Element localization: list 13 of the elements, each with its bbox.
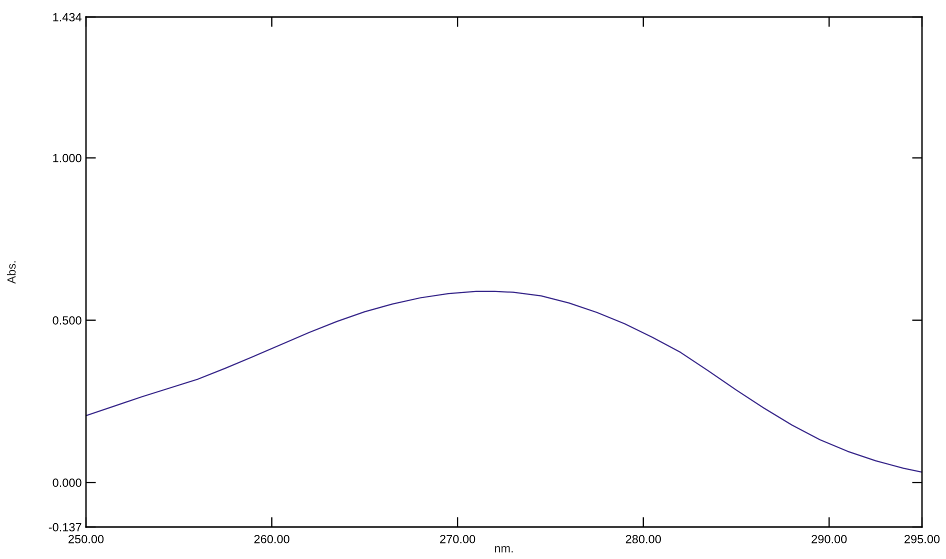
y-tick-label: -0.137 [48,523,82,532]
x-tick-label: 250.00 [68,534,104,544]
x-tick-label: 260.00 [254,534,290,544]
x-axis-title: nm. [494,546,513,552]
y-tick-label: 0.500 [52,316,82,325]
x-tick-label: 280.00 [626,534,661,544]
y-tick-label: 0.000 [52,478,82,487]
y-tick-label: 1.434 [53,13,82,22]
x-tick-label: 290.00 [812,534,847,544]
x-tick-label: 295.00 [904,534,940,544]
y-axis-title: Abs. [6,261,16,284]
x-tick-label: 270.00 [440,534,476,544]
y-tick-label: 1.000 [53,154,82,162]
